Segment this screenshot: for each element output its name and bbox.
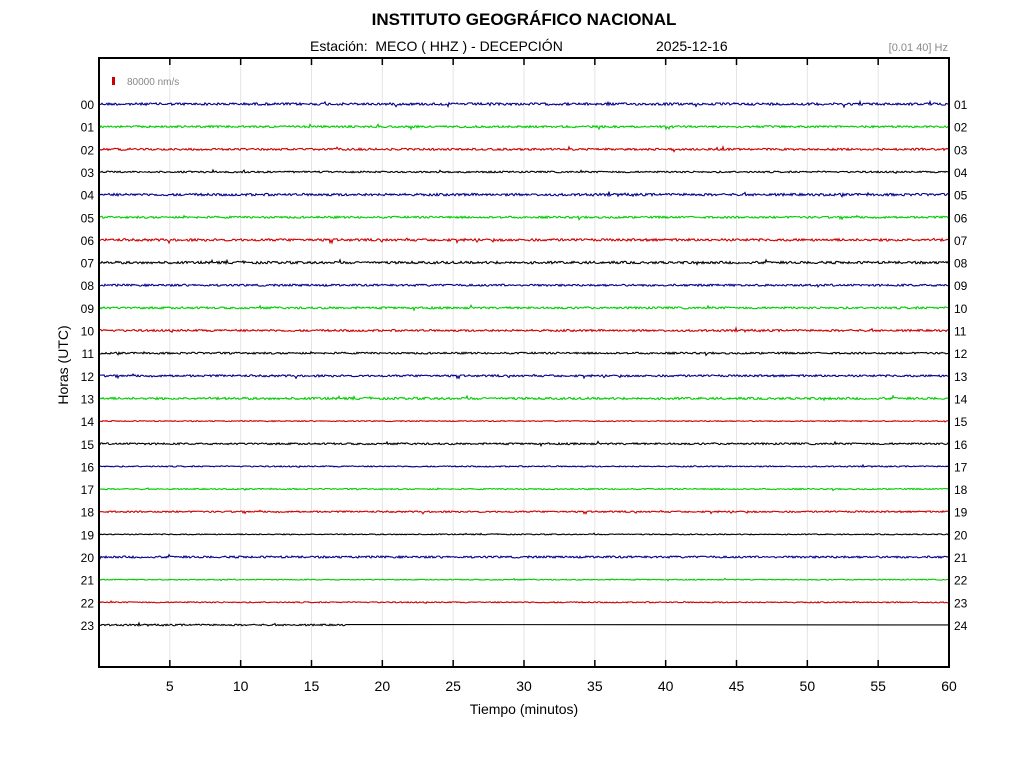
hour-label-left-14: 14 (81, 415, 95, 429)
hour-label-right-02: 02 (954, 121, 968, 135)
trace-hour-21 (98, 577, 950, 582)
hour-label-right-14: 14 (954, 392, 968, 406)
trace-hour-23 (98, 621, 950, 628)
trace-hour-16 (98, 463, 950, 469)
trace-hour-14 (98, 419, 950, 423)
trace-hour-03 (98, 168, 950, 175)
trace-hour-18 (98, 509, 950, 515)
scale-bar-label: 80000 nm/s (127, 77, 179, 88)
hour-label-left-16: 16 (81, 460, 95, 474)
hour-label-left-08: 08 (81, 279, 95, 293)
hour-label-right-11: 11 (954, 325, 967, 339)
trace-hour-05 (98, 214, 950, 221)
trace-hour-22 (98, 600, 950, 605)
hour-label-right-16: 16 (954, 438, 968, 452)
hour-label-right-09: 09 (954, 279, 968, 293)
station-label: Estación: MECO ( HHZ ) - DECEPCIÓN (310, 38, 563, 54)
trace-hour-04 (98, 191, 950, 199)
hour-label-left-05: 05 (81, 211, 95, 225)
hour-label-left-06: 06 (81, 234, 95, 248)
hour-label-right-04: 04 (954, 166, 968, 180)
trace-hour-20 (98, 553, 950, 560)
scale-bar (112, 77, 115, 85)
x-tick-label-30: 30 (516, 678, 532, 694)
trace-hour-15 (98, 440, 950, 448)
hour-label-left-04: 04 (81, 189, 95, 203)
hour-label-right-20: 20 (954, 528, 968, 542)
trace-hour-09 (98, 304, 950, 312)
chart-title: INSTITUTO GEOGRÁFICO NACIONAL (371, 10, 677, 29)
hour-label-left-07: 07 (81, 257, 95, 271)
hour-label-left-01: 01 (81, 121, 95, 135)
hour-label-left-13: 13 (81, 392, 95, 406)
date-label: 2025-12-16 (656, 38, 728, 54)
trace-hour-12 (98, 373, 950, 380)
hour-labels-group: 00 01 01 02 02 03 03 04 04 05 05 06 06 07 07 08 08 09 09 10… (81, 98, 968, 633)
x-tick-label-25: 25 (445, 678, 461, 694)
hour-label-left-23: 23 (81, 619, 95, 633)
hour-label-right-08: 08 (954, 257, 968, 271)
x-tick-label-50: 50 (800, 678, 816, 694)
x-tick-label-5: 5 (166, 678, 174, 694)
hour-label-left-12: 12 (81, 370, 95, 384)
hour-label-right-22: 22 (954, 574, 968, 588)
x-tick-label-20: 20 (375, 678, 391, 694)
frequency-band-label: [0.01 40] Hz (888, 42, 948, 54)
hour-label-right-06: 06 (954, 211, 968, 225)
hour-label-left-20: 20 (81, 551, 95, 565)
hour-label-left-02: 02 (81, 143, 95, 157)
x-tick-label-55: 55 (870, 678, 886, 694)
x-axis-label: Tiempo (minutos) (469, 701, 579, 717)
hour-label-right-13: 13 (954, 370, 968, 384)
trace-hour-06 (98, 237, 950, 245)
traces-group (98, 99, 950, 628)
trace-hour-08 (98, 283, 950, 288)
x-ticks-group: 5 10 15 20 25 30 35 40 45 50 55 60 (166, 58, 957, 694)
hour-label-left-09: 09 (81, 302, 95, 316)
hour-label-right-19: 19 (954, 506, 968, 520)
hour-label-right-12: 12 (954, 347, 968, 361)
hour-label-left-00: 00 (81, 98, 95, 112)
hour-label-right-03: 03 (954, 143, 968, 157)
hour-label-left-11: 11 (82, 347, 95, 361)
plot-frame (98, 57, 950, 668)
trace-hour-10 (98, 326, 950, 334)
hour-label-left-21: 21 (81, 574, 95, 588)
trace-hour-02 (98, 144, 950, 153)
hour-label-left-19: 19 (81, 528, 95, 542)
hour-label-right-24: 24 (954, 619, 968, 633)
x-tick-label-60: 60 (941, 678, 957, 694)
hour-label-left-18: 18 (81, 506, 95, 520)
trace-hour-17 (98, 487, 950, 492)
x-tick-label-45: 45 (729, 678, 745, 694)
trace-hour-01 (98, 122, 950, 131)
hour-label-left-22: 22 (81, 596, 95, 610)
hour-label-right-23: 23 (954, 596, 968, 610)
hour-label-right-15: 15 (954, 415, 968, 429)
hour-label-left-03: 03 (81, 166, 95, 180)
hour-label-right-01: 01 (954, 98, 968, 112)
hour-label-left-17: 17 (81, 483, 95, 497)
x-tick-label-10: 10 (233, 678, 249, 694)
hour-label-right-18: 18 (954, 483, 968, 497)
trace-hour-00 (98, 99, 950, 109)
trace-hour-19 (98, 532, 950, 536)
x-tick-label-35: 35 (587, 678, 603, 694)
hour-label-right-10: 10 (954, 302, 968, 316)
hour-label-left-15: 15 (81, 438, 95, 452)
trace-hour-13 (98, 394, 950, 402)
hour-label-left-10: 10 (81, 325, 95, 339)
x-tick-label-40: 40 (658, 678, 674, 694)
scale-bar-group: 80000 nm/s (112, 77, 179, 88)
x-tick-label-15: 15 (304, 678, 320, 694)
hour-label-right-05: 05 (954, 189, 968, 203)
trace-hour-07 (98, 258, 950, 266)
hour-label-right-17: 17 (954, 460, 968, 474)
hour-label-right-07: 07 (954, 234, 968, 248)
trace-hour-11 (98, 350, 950, 357)
hour-label-right-21: 21 (954, 551, 968, 565)
